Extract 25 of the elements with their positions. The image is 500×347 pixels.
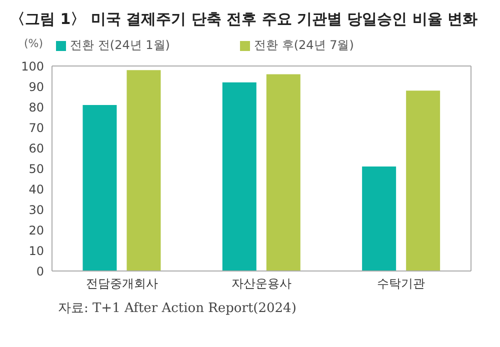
bar — [266, 74, 300, 271]
y-tick-label: 70 — [28, 120, 44, 135]
bar — [362, 166, 396, 271]
y-tick-label: 100 — [21, 59, 44, 74]
y-tick-label: 10 — [28, 244, 44, 258]
bar — [82, 104, 117, 271]
y-tick-label: 50 — [28, 162, 44, 176]
y-axis-title: (%) — [24, 37, 44, 50]
y-tick-label: 90 — [28, 80, 44, 94]
bar — [222, 82, 256, 271]
y-tick-label: 40 — [28, 182, 44, 196]
y-tick-label: 60 — [28, 141, 44, 156]
y-tick-label: 80 — [28, 100, 44, 114]
bar — [126, 70, 161, 271]
y-tick-label: 20 — [28, 223, 44, 238]
legend-label: 전환 후(24년 7월) — [254, 38, 354, 52]
y-tick-label: 30 — [28, 202, 44, 217]
x-tick-label: 전담중개회사 — [86, 276, 158, 291]
legend-label: 전환 전(24년 1월) — [70, 38, 170, 52]
chart-title: 〈그림 1〉 미국 결제주기 단축 전후 주요 기관별 당일승인 비율 변화 — [9, 9, 479, 30]
bar — [406, 90, 440, 271]
y-tick-label: 0 — [36, 264, 44, 278]
x-tick-label: 자산운용사 — [232, 276, 292, 291]
x-tick-label: 수탁기관 — [377, 276, 426, 291]
text: 자료: T+1 After Action Report(2024) — [57, 300, 298, 317]
